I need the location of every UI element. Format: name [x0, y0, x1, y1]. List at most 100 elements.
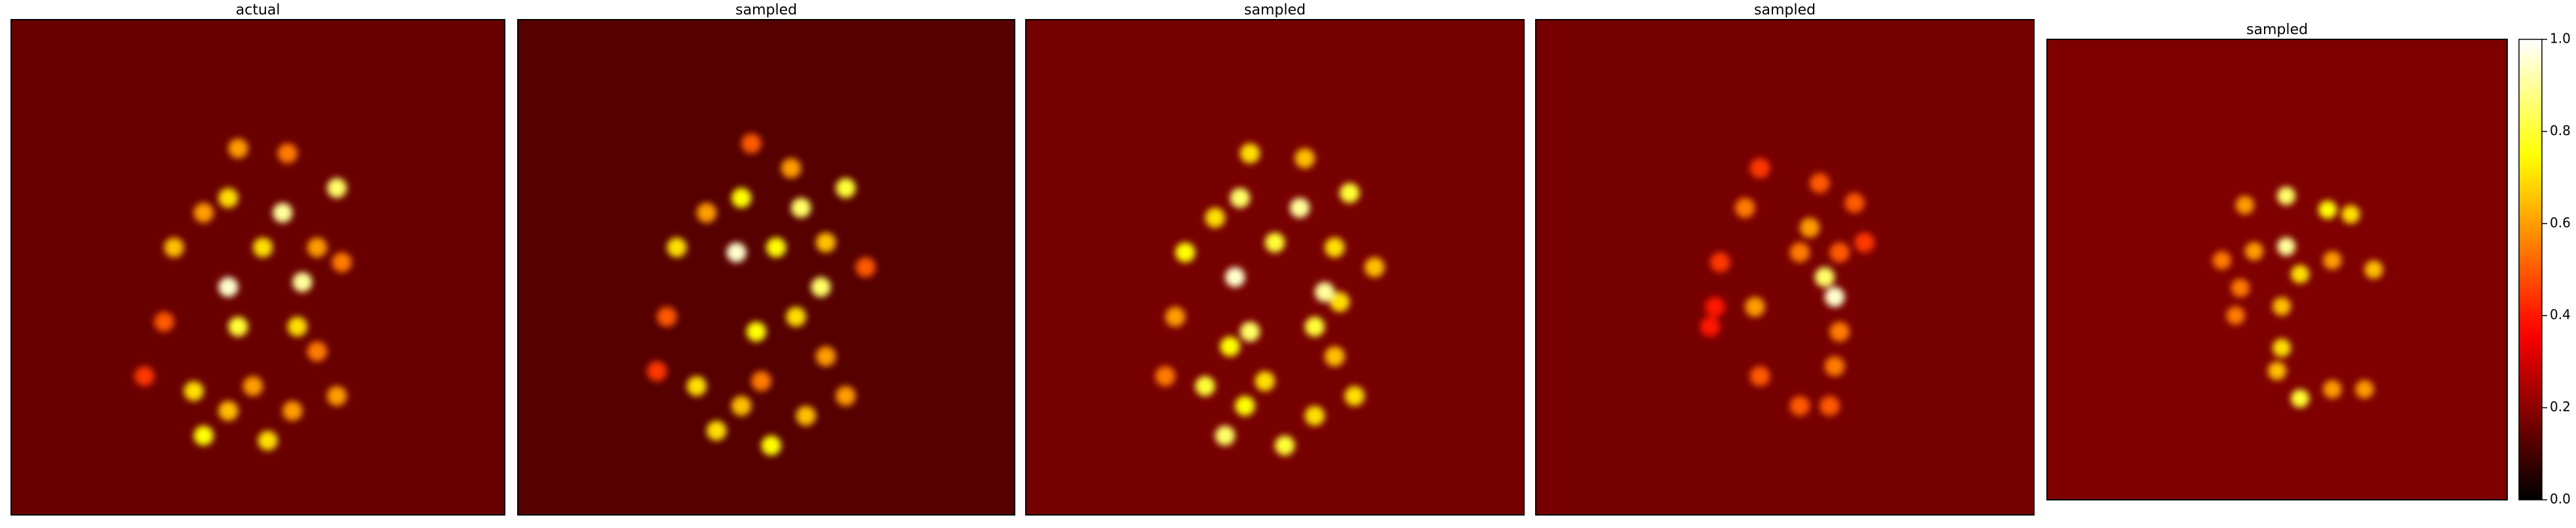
heatmap-blob	[741, 133, 762, 153]
panel-title: sampled	[2246, 22, 2308, 38]
heatmap-blob	[836, 386, 856, 406]
heatmap-blob	[243, 376, 263, 396]
heatmap-blob	[1820, 396, 1840, 416]
heatmap-blob	[193, 426, 214, 446]
heatmap-blob	[2323, 251, 2342, 270]
heatmap-blob	[1155, 366, 1176, 386]
heatmap-blob	[258, 430, 278, 451]
heatmap-blob	[134, 366, 155, 386]
heatmap-blob	[1239, 143, 1260, 164]
heatmap-blob	[1814, 267, 1835, 287]
heatmap-blob	[790, 197, 811, 218]
heatmap-blob	[218, 188, 239, 208]
heatmap-blob	[1220, 336, 1240, 357]
heatmap-blob	[1710, 252, 1730, 273]
heatmap-blob	[2291, 389, 2310, 408]
heatmap-blob	[2272, 338, 2292, 357]
panel-frame	[1535, 19, 2035, 516]
heatmap-blobs	[134, 138, 352, 451]
colorbar-tick-label: 0.8	[2550, 123, 2571, 138]
heatmap-blob	[1175, 242, 1196, 263]
heatmap-blob	[1205, 207, 1226, 228]
heatmap-blob	[287, 317, 307, 337]
heatmap-blob	[1810, 173, 1830, 193]
heatmap-blob	[1799, 217, 1820, 238]
heatmap-blob	[326, 386, 347, 406]
heatmap-blob	[1735, 197, 1755, 218]
heatmap-background	[2047, 39, 2507, 500]
heatmap-blob	[228, 138, 248, 159]
heatmap-blob	[218, 277, 239, 297]
heatmap-blob	[1325, 346, 1345, 367]
heatmap-blob	[815, 232, 836, 253]
heatmap-blob	[2267, 361, 2287, 380]
heatmap-blob	[761, 436, 781, 456]
heatmap-blob	[731, 188, 752, 208]
panel-title: actual	[236, 2, 281, 18]
heatmap-blob	[726, 242, 747, 263]
heatmap-blob	[2318, 200, 2337, 219]
heatmap-blob	[2277, 186, 2296, 205]
heatmap-blob	[1329, 292, 1350, 312]
colorbar-tick-label: 0.6	[2550, 214, 2571, 230]
heatmap-blob	[1829, 321, 1850, 342]
heatmap-blob	[667, 237, 687, 258]
heatmap-blob	[1339, 183, 1360, 203]
heatmap-blobs	[1155, 143, 1385, 456]
heatmap-blob	[218, 401, 239, 421]
heatmap-blob	[1295, 148, 1315, 169]
heatmap-blob	[164, 237, 184, 258]
heatmap-blob	[283, 401, 303, 421]
heatmap-blob	[811, 277, 831, 297]
heatmap-blob	[1289, 197, 1310, 218]
heatmap-blob	[1824, 356, 1845, 376]
heatmap-blob	[647, 361, 667, 382]
heatmap-blob	[2341, 205, 2360, 224]
heatmap-blob	[277, 143, 298, 163]
heatmap-blob	[1195, 376, 1215, 396]
panel-frame	[517, 19, 1015, 516]
heatmap-blob	[2355, 380, 2374, 399]
heatmap-blob	[1264, 232, 1285, 253]
colorbar-tick-label: 0.0	[2550, 491, 2571, 507]
heatmap-blob	[193, 203, 214, 223]
heatmap-blob	[696, 203, 717, 223]
heatmap-blob	[332, 252, 352, 273]
heatmap-blob	[326, 178, 347, 198]
heatmap-blob	[731, 396, 752, 416]
heatmap-background	[11, 20, 505, 515]
heatmap-background	[1536, 20, 2034, 515]
heatmap-blob	[1275, 436, 1295, 456]
heatmap-blob	[1255, 371, 1276, 392]
heatmap-blob	[1230, 188, 1251, 208]
heatmap-blob	[1165, 306, 1186, 327]
heatmap-blob	[1829, 242, 1850, 263]
heatmap-blob	[2364, 260, 2383, 279]
heatmap-blob	[1314, 282, 1335, 302]
heatmap-background	[1026, 20, 1524, 515]
heatmap-blob	[1705, 296, 1725, 317]
panel-title: sampled	[1244, 2, 1306, 18]
panel-frame	[1025, 19, 1525, 516]
heatmap-blob	[1235, 396, 1255, 416]
heatmap-blob	[184, 381, 204, 401]
heatmap-blob	[1304, 316, 1325, 337]
heatmap-blob	[1225, 267, 1245, 287]
heatmap-blob	[2226, 306, 2245, 325]
heatmap-blob	[796, 405, 816, 426]
heatmap-blob	[228, 317, 248, 337]
heatmap-blob	[307, 341, 327, 361]
panel-title: sampled	[735, 2, 797, 18]
heatmap-blob	[1854, 232, 1875, 253]
heatmap-blob	[252, 237, 273, 258]
heatmap-blob	[751, 371, 771, 392]
heatmap-blob	[2231, 279, 2250, 298]
heatmap-blob	[836, 178, 856, 198]
heatmap-blob	[154, 312, 174, 332]
heatmap-blob	[1700, 316, 1721, 337]
heatmap-blob	[746, 321, 766, 342]
heatmap-blob	[1789, 242, 1810, 263]
colorbar-tick-label: 1.0	[2550, 31, 2571, 47]
heatmap-blob	[2272, 297, 2292, 316]
